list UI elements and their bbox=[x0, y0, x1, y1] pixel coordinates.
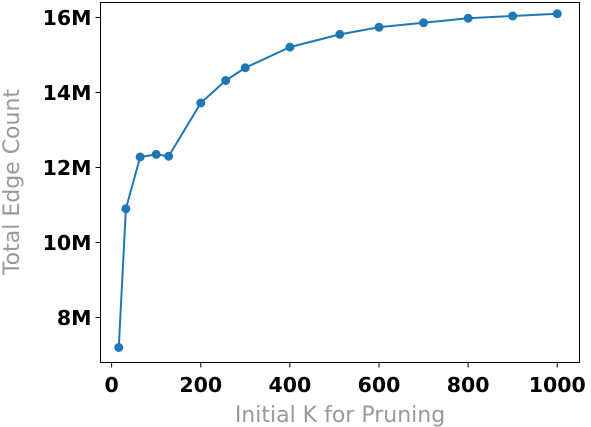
data-point-marker bbox=[135, 152, 145, 162]
data-point-marker bbox=[114, 343, 124, 352]
y-tick-label: 14M bbox=[43, 81, 92, 105]
y-tick-label: 16M bbox=[43, 6, 92, 30]
data-point-marker bbox=[508, 11, 518, 21]
x-tick-label: 400 bbox=[268, 373, 311, 397]
data-point-marker bbox=[463, 13, 473, 23]
x-tick-label: 600 bbox=[358, 373, 401, 397]
y-tick-label: 12M bbox=[43, 156, 92, 180]
data-point-marker bbox=[221, 76, 231, 85]
x-axis-label: Initial K for Pruning bbox=[235, 403, 445, 427]
x-tick-label: 200 bbox=[179, 373, 222, 397]
series-line bbox=[117, 12, 558, 348]
data-point-marker bbox=[151, 149, 161, 159]
data-point-marker bbox=[335, 29, 345, 39]
x-tick-label: 800 bbox=[447, 373, 490, 397]
y-tick-label: 10M bbox=[43, 231, 92, 255]
x-tick-label: 1000 bbox=[529, 373, 586, 397]
y-axis-label: Total Edge Count bbox=[0, 89, 25, 276]
data-point-marker bbox=[374, 22, 384, 32]
data-point-marker bbox=[121, 204, 131, 214]
y-tick-label: 8M bbox=[57, 306, 92, 330]
x-tick-label: 0 bbox=[105, 373, 119, 397]
plot-area-frame bbox=[100, 2, 580, 363]
data-point-marker bbox=[552, 9, 562, 19]
data-point-marker bbox=[240, 63, 250, 73]
data-point-marker bbox=[164, 151, 174, 161]
x-axis-ticks: 0 200 400 600 800 1000 bbox=[105, 362, 586, 397]
y-axis-ticks: 8M 10M 12M 14M 16M bbox=[43, 6, 101, 330]
data-point-marker bbox=[419, 18, 429, 28]
data-point-marker bbox=[285, 42, 295, 52]
series-line-layer bbox=[117, 12, 558, 348]
data-point-layer bbox=[114, 9, 562, 352]
data-point-marker bbox=[196, 98, 206, 108]
